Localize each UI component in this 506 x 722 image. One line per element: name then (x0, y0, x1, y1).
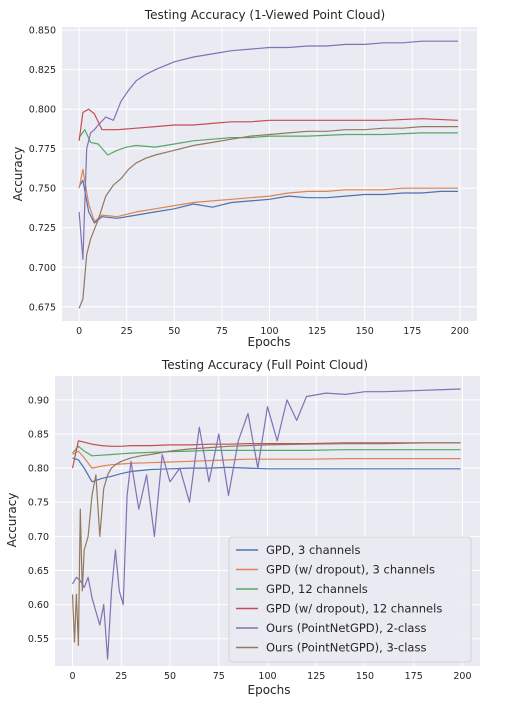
y-tick-label: 0.60 (28, 600, 49, 611)
x-tick-label: 175 (405, 671, 423, 682)
series-line-3 (72, 445, 461, 457)
y-tick-label: 0.725 (29, 223, 56, 234)
legend-box (228, 536, 472, 663)
series-line-2 (78, 168, 458, 222)
series-line-6 (78, 125, 458, 309)
x-tick-label: 75 (216, 326, 228, 337)
x-tick-label: 50 (168, 326, 180, 337)
x-tick-label: 75 (213, 671, 225, 682)
chart-1-viewed-point-cloud: Testing Accuracy (1-Viewed Point Cloud) … (11, 8, 477, 349)
x-tick-label: 150 (356, 671, 374, 682)
x-tick-label: 125 (308, 326, 326, 337)
y-tick-label: 0.65 (28, 566, 49, 577)
x-tick-label: 125 (307, 671, 325, 682)
chart-full-point-cloud: Testing Accuracy (Full Point Cloud) 0 25 5… (5, 358, 480, 697)
series-line-4 (71, 440, 461, 469)
y-tick-label: 0.90 (28, 395, 49, 406)
y-tick-label: 0.55 (28, 634, 49, 645)
y-tick-label: 0.675 (29, 302, 56, 313)
y-tick-label: 0.800 (29, 105, 56, 116)
legend-label: Ours (PointNetGPD), 2-class (266, 621, 426, 635)
y-tick-label: 0.75 (28, 498, 49, 509)
legend-label: Ours (PointNetGPD), 3-class (266, 641, 426, 655)
x-tick-label: 200 (453, 671, 471, 682)
y-tick-label: 0.825 (29, 65, 56, 76)
y-tick-label: 0.750 (29, 184, 56, 195)
x-tick-label: 50 (164, 671, 176, 682)
x-tick-label: 0 (70, 671, 76, 682)
legend-label: GPD, 12 channels (266, 582, 368, 596)
legend-label: GPD (w/ dropout), 12 channels (266, 602, 442, 616)
y-tick-label: 0.80 (28, 464, 49, 475)
x-tick-label: 200 (451, 326, 469, 337)
x-tick-label: 25 (115, 671, 127, 682)
x-tick-label: 25 (121, 326, 133, 337)
series-line-6 (71, 442, 461, 647)
y-tick-label: 0.700 (29, 263, 56, 274)
y-tick-label: 0.850 (29, 26, 56, 37)
y-axis-label: Accuracy (11, 147, 25, 202)
series-line-2 (72, 450, 461, 469)
legend-label: GPD, 3 channels (266, 543, 360, 557)
y-tick-label: 0.775 (29, 144, 56, 155)
chart-title: Testing Accuracy (1-Viewed Point Cloud) (144, 8, 385, 22)
y-tick-label: 0.70 (28, 532, 49, 543)
x-tick-label: 100 (260, 326, 278, 337)
chart-title: Testing Accuracy (Full Point Cloud) (161, 358, 368, 372)
x-axis-label: Epochs (248, 683, 291, 697)
x-axis-label: Epochs (248, 335, 291, 349)
series-line-5 (78, 40, 458, 260)
x-tick-label: 0 (76, 326, 82, 337)
legend-label: GPD (w/ dropout), 3 channels (266, 563, 435, 577)
y-axis-label: Accuracy (5, 493, 19, 548)
series-line-1 (78, 179, 458, 224)
x-tick-label: 175 (403, 326, 421, 337)
series-line-3 (78, 129, 458, 156)
x-tick-label: 150 (356, 326, 374, 337)
legend: GPD, 3 channels GPD (w/ dropout), 3 chann… (228, 536, 472, 663)
y-tick-label: 0.85 (28, 430, 49, 441)
x-tick-label: 100 (258, 671, 276, 682)
series-line-5 (71, 388, 461, 660)
series-line-4 (78, 108, 459, 141)
